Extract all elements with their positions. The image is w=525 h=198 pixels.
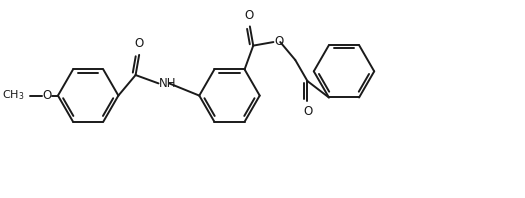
Text: O: O	[244, 9, 254, 22]
Text: CH$_3$: CH$_3$	[2, 89, 24, 103]
Text: O: O	[43, 89, 52, 102]
Text: NH: NH	[159, 77, 176, 90]
Text: O: O	[134, 37, 144, 50]
Text: O: O	[304, 106, 313, 118]
Text: O: O	[275, 35, 284, 48]
